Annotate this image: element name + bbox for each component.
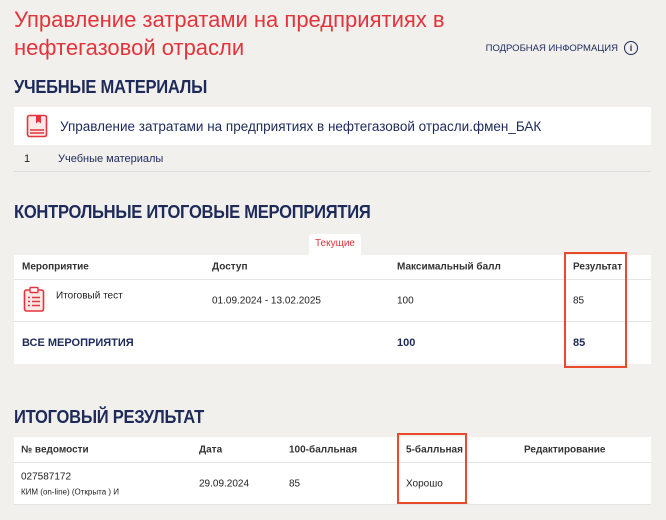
page-title: Управление затратами на предприятиях в н… <box>14 7 445 60</box>
total-max: 100 <box>397 337 416 349</box>
col-number: № ведомости <box>21 444 89 455</box>
final-table: № ведомости Дата 100-балльная 5-балльная… <box>14 437 651 505</box>
col-5: 5-балльная <box>406 444 463 455</box>
event-result: 85 <box>573 295 585 306</box>
material-item: 1 Учебные материалы <box>14 146 651 172</box>
more-info-label: ПОДРОБНАЯ ИНФОРМАЦИЯ <box>485 42 618 54</box>
course-card[interactable]: Управление затратами на предприятиях в н… <box>14 107 651 145</box>
col-result: Результат <box>573 261 623 273</box>
col-event: Мероприятие <box>22 261 89 273</box>
result-highlight <box>564 252 627 368</box>
table-row: 027587172 КИМ (on-line) (Открыта ) И 29.… <box>14 463 651 505</box>
total-row: ВСЕ МЕРОПРИЯТИЯ 100 85 <box>14 322 651 364</box>
col-access: Доступ <box>212 261 248 273</box>
col-max: Максимальный балл <box>397 261 501 273</box>
score-5: Хорошо <box>406 478 443 489</box>
table-row[interactable]: Итоговый тест 01.09.2024 - 13.02.2025 10… <box>14 280 651 322</box>
sheet-type: КИМ (on-line) (Открыта ) И <box>21 487 119 497</box>
course-title: Управление затратами на предприятиях в н… <box>60 118 542 134</box>
total-label: ВСЕ МЕРОПРИЯТИЯ <box>22 337 134 349</box>
info-icon: i <box>624 41 638 55</box>
material-number: 1 <box>24 152 31 165</box>
table-header: № ведомости Дата 100-балльная 5-балльная… <box>14 437 651 463</box>
event-access: 01.09.2024 - 13.02.2025 <box>212 295 321 306</box>
materials-heading: УЧЕБНЫЕ МАТЕРИАЛЫ <box>14 77 208 97</box>
material-link[interactable]: Учебные материалы <box>58 152 164 165</box>
events-table: Мероприятие Доступ Максимальный балл Рез… <box>14 255 651 364</box>
col-date: Дата <box>199 444 223 455</box>
table-header: Мероприятие Доступ Максимальный балл Рез… <box>14 255 651 280</box>
more-info-link[interactable]: ПОДРОБНАЯ ИНФОРМАЦИЯ i <box>486 41 638 55</box>
result-date: 29.09.2024 <box>199 478 250 489</box>
score-100: 85 <box>289 478 301 489</box>
grade-highlight <box>397 433 467 504</box>
col-100: 100-балльная <box>289 444 358 455</box>
clipboard-icon <box>23 286 45 315</box>
event-name: Итоговый тест <box>56 290 123 302</box>
sheet-number: 027587172 <box>21 471 72 483</box>
events-heading: КОНТРОЛЬНЫЕ ИТОГОВЫЕ МЕРОПРИЯТИЯ <box>14 202 371 222</box>
tab-current[interactable]: Текущие <box>309 234 361 255</box>
final-heading: ИТОГОВЫЙ РЕЗУЛЬТАТ <box>14 407 204 427</box>
event-max: 100 <box>397 295 414 306</box>
col-edit: Редактирование <box>524 444 606 455</box>
total-result: 85 <box>573 337 586 349</box>
book-icon <box>26 114 48 138</box>
